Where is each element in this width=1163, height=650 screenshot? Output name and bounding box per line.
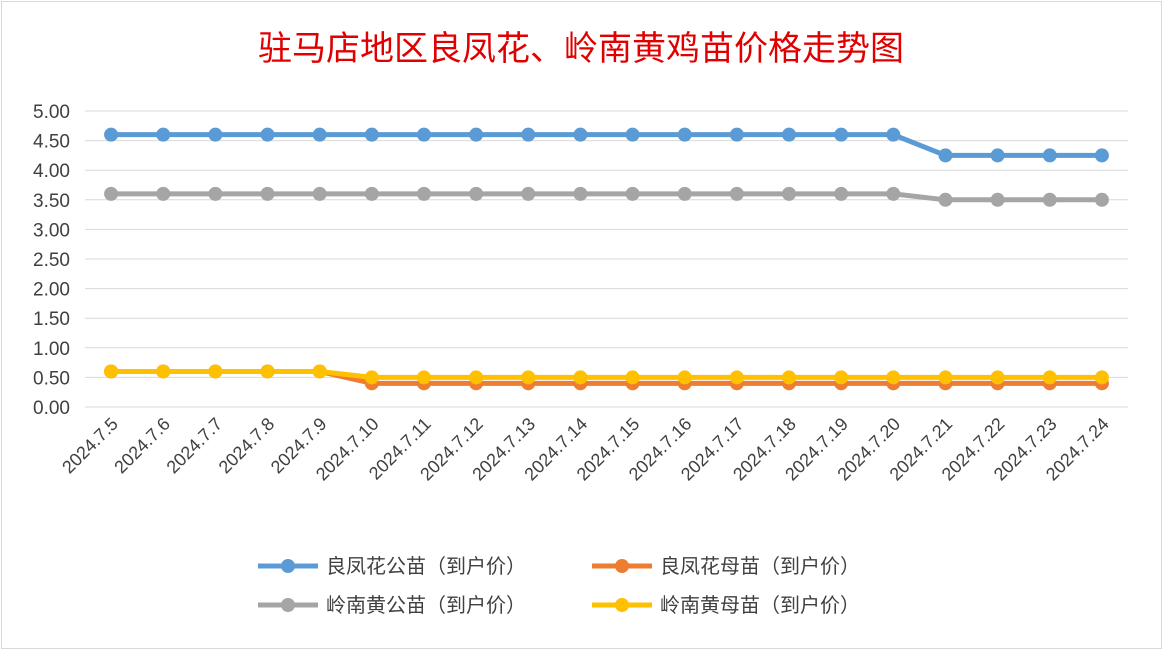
data-point: [729, 186, 744, 201]
data-point: [1094, 148, 1109, 163]
legend-item: 岭南黄公苗（到户价）: [258, 593, 526, 617]
legend: 良凤花公苗（到户价） 良凤花母苗（到户价） 岭南黄公苗（到户价） 岭南黄母苗（到户价）: [258, 554, 860, 617]
series-4: [104, 364, 1109, 385]
data-point: [938, 192, 953, 207]
data-point: [104, 127, 119, 142]
legend-label: 良凤花公苗（到户价）: [326, 554, 526, 578]
data-point: [312, 186, 327, 201]
data-point: [260, 186, 275, 201]
data-point: [677, 127, 692, 142]
data-point: [416, 186, 431, 201]
data-point: [886, 186, 901, 201]
data-point: [677, 370, 692, 385]
data-point: [938, 370, 953, 385]
data-point: [260, 364, 275, 379]
data-point: [625, 186, 640, 201]
legend-item: 良凤花公苗（到户价）: [258, 554, 526, 578]
y-tick-label: 4.50: [33, 132, 70, 153]
data-point: [782, 370, 797, 385]
y-tick-label: 2.50: [33, 250, 70, 271]
series-lines: [104, 127, 1109, 391]
legend-marker: [615, 559, 629, 573]
data-point: [729, 370, 744, 385]
data-point: [573, 127, 588, 142]
legend-item: 岭南黄母苗（到户价）: [592, 593, 860, 617]
series-3: [104, 186, 1109, 207]
data-point: [625, 370, 640, 385]
y-tick-label: 1.00: [33, 339, 70, 360]
gridlines: [85, 110, 1128, 408]
data-point: [312, 127, 327, 142]
data-point: [990, 192, 1005, 207]
data-point: [416, 127, 431, 142]
y-tick-label: 5.00: [33, 102, 70, 123]
data-point: [521, 370, 536, 385]
data-point: [469, 370, 484, 385]
data-point: [573, 186, 588, 201]
data-point: [156, 364, 171, 379]
series-line: [111, 132, 1102, 158]
data-point: [156, 127, 171, 142]
data-point: [416, 370, 431, 385]
legend-label: 良凤花母苗（到户价）: [660, 554, 860, 578]
data-point: [469, 127, 484, 142]
legend-item: 良凤花母苗（到户价）: [592, 554, 860, 578]
y-tick-label: 1.50: [33, 309, 70, 330]
data-point: [1042, 148, 1057, 163]
data-point: [469, 186, 484, 201]
y-tick-label: 4.00: [33, 161, 70, 182]
data-point: [886, 370, 901, 385]
y-tick-label: 3.50: [33, 191, 70, 212]
data-point: [1094, 370, 1109, 385]
y-tick-label: 2.00: [33, 280, 70, 301]
y-tick-label: 3.00: [33, 220, 70, 241]
data-point: [782, 186, 797, 201]
data-point: [990, 148, 1005, 163]
data-point: [208, 364, 223, 379]
legend-label: 岭南黄公苗（到户价）: [326, 593, 526, 617]
data-point: [677, 186, 692, 201]
y-tick-label: 0.50: [33, 368, 70, 389]
data-point: [834, 186, 849, 201]
data-point: [729, 127, 744, 142]
data-point: [1042, 370, 1057, 385]
data-point: [208, 127, 223, 142]
data-point: [156, 186, 171, 201]
data-point: [573, 370, 588, 385]
legend-marker: [281, 559, 295, 573]
data-point: [260, 127, 275, 142]
data-point: [1042, 192, 1057, 207]
data-point: [1094, 192, 1109, 207]
data-point: [625, 127, 640, 142]
series-line: [111, 191, 1102, 203]
series-line: [111, 368, 1102, 380]
y-tick-label: 0.00: [33, 398, 70, 419]
data-point: [521, 186, 536, 201]
data-point: [364, 370, 379, 385]
data-point: [782, 127, 797, 142]
legend-marker: [615, 598, 629, 612]
data-point: [938, 148, 953, 163]
data-point: [208, 186, 223, 201]
data-point: [521, 127, 536, 142]
series-1: [104, 127, 1109, 163]
legend-label: 岭南黄母苗（到户价）: [660, 593, 860, 617]
data-point: [364, 186, 379, 201]
data-point: [104, 186, 119, 201]
data-point: [834, 127, 849, 142]
data-point: [886, 127, 901, 142]
legend-marker: [281, 598, 295, 612]
data-point: [364, 127, 379, 142]
data-point: [104, 364, 119, 379]
chart-title: 驻马店地区良凤花、岭南黄鸡苗价格走势图: [258, 29, 904, 69]
y-axis-ticks: 0.00 0.50 1.00 1.50 2.00 2.50 3.00 3.50 4.00 4.50…: [33, 102, 70, 419]
data-point: [312, 364, 327, 379]
data-point: [990, 370, 1005, 385]
data-point: [834, 370, 849, 385]
